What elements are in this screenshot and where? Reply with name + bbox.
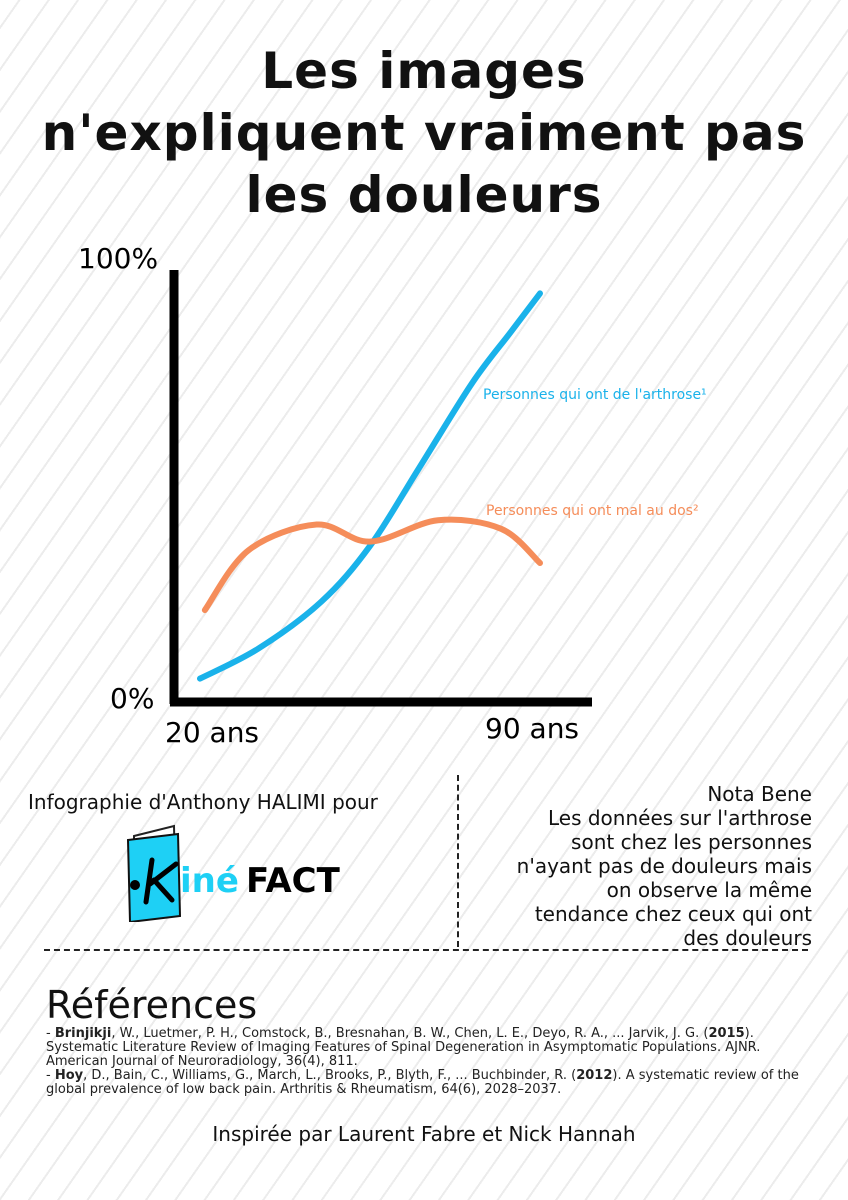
title-line: n'expliquent vraiment pas bbox=[41, 104, 807, 162]
nota-line: des douleurs bbox=[683, 926, 812, 950]
inspired-by: Inspirée par Laurent Fabre et Nick Hanna… bbox=[212, 1122, 636, 1146]
credit-text: Infographie d'Anthony HALIMI pour bbox=[28, 790, 378, 814]
divider-vertical bbox=[457, 775, 459, 947]
nota-line: on observe la même bbox=[606, 878, 812, 902]
line-chart: 100% 0% 20 ans 90 ans Personnes qui ont … bbox=[78, 242, 707, 749]
reference-item: - Hoy, D., Bain, C., Williams, G., March… bbox=[46, 1068, 799, 1097]
divider-horizontal bbox=[44, 949, 808, 951]
ref-year: 2015 bbox=[708, 1026, 745, 1041]
nota-line: n'ayant pas de douleurs mais bbox=[516, 854, 812, 878]
ref-text: , D., Bain, C., Williams, G., March, L.,… bbox=[83, 1068, 577, 1083]
series-label-arthrose: Personnes qui ont de l'arthrose¹ bbox=[483, 387, 707, 403]
series-label-mal-au-dos: Personnes qui ont mal au dos² bbox=[486, 503, 699, 519]
nota-title: Nota Bene bbox=[707, 782, 812, 806]
references-heading: Références bbox=[46, 983, 258, 1027]
x-tick-label: 90 ans bbox=[485, 712, 579, 745]
title-line: les douleurs bbox=[245, 166, 603, 224]
nota-bene: Nota Bene Les données sur l'arthrose son… bbox=[432, 782, 812, 950]
y-tick-label: 100% bbox=[78, 242, 158, 275]
ref-author: Brinjikji bbox=[54, 1026, 112, 1041]
ref-author: Hoy bbox=[54, 1068, 84, 1083]
nota-line: Les données sur l'arthrose bbox=[547, 806, 812, 830]
logo-text-ine: iné bbox=[180, 861, 239, 901]
title-line: Les images bbox=[261, 42, 587, 100]
ref-year: 2012 bbox=[576, 1068, 613, 1083]
series-line-arthrose bbox=[197, 290, 543, 682]
x-tick-label: 20 ans bbox=[165, 716, 259, 749]
ref-text: ). A systematic review of the global pre… bbox=[46, 1068, 799, 1097]
reference-item: - Brinjikji, W., Luetmer, P. H., Comstoc… bbox=[46, 1026, 761, 1069]
ref-text: ). Systematic Literature Review of Imagi… bbox=[46, 1026, 761, 1069]
y-tick-label: 0% bbox=[110, 682, 154, 715]
nota-line: tendance chez ceux qui ont bbox=[534, 902, 812, 926]
kinefact-logo: iné FACT bbox=[126, 824, 341, 922]
nota-line: sont chez les personnes bbox=[571, 830, 812, 854]
page-title: Les images n'expliquent vraiment pas les… bbox=[0, 40, 848, 226]
ref-text: , W., Luetmer, P. H., Comstock, B., Bres… bbox=[111, 1026, 709, 1041]
logo-text-fact: FACT bbox=[246, 861, 341, 901]
references-list: - Brinjikji, W., Luetmer, P. H., Comstoc… bbox=[46, 1027, 816, 1097]
series-line-mal-au-dos bbox=[201, 516, 543, 614]
